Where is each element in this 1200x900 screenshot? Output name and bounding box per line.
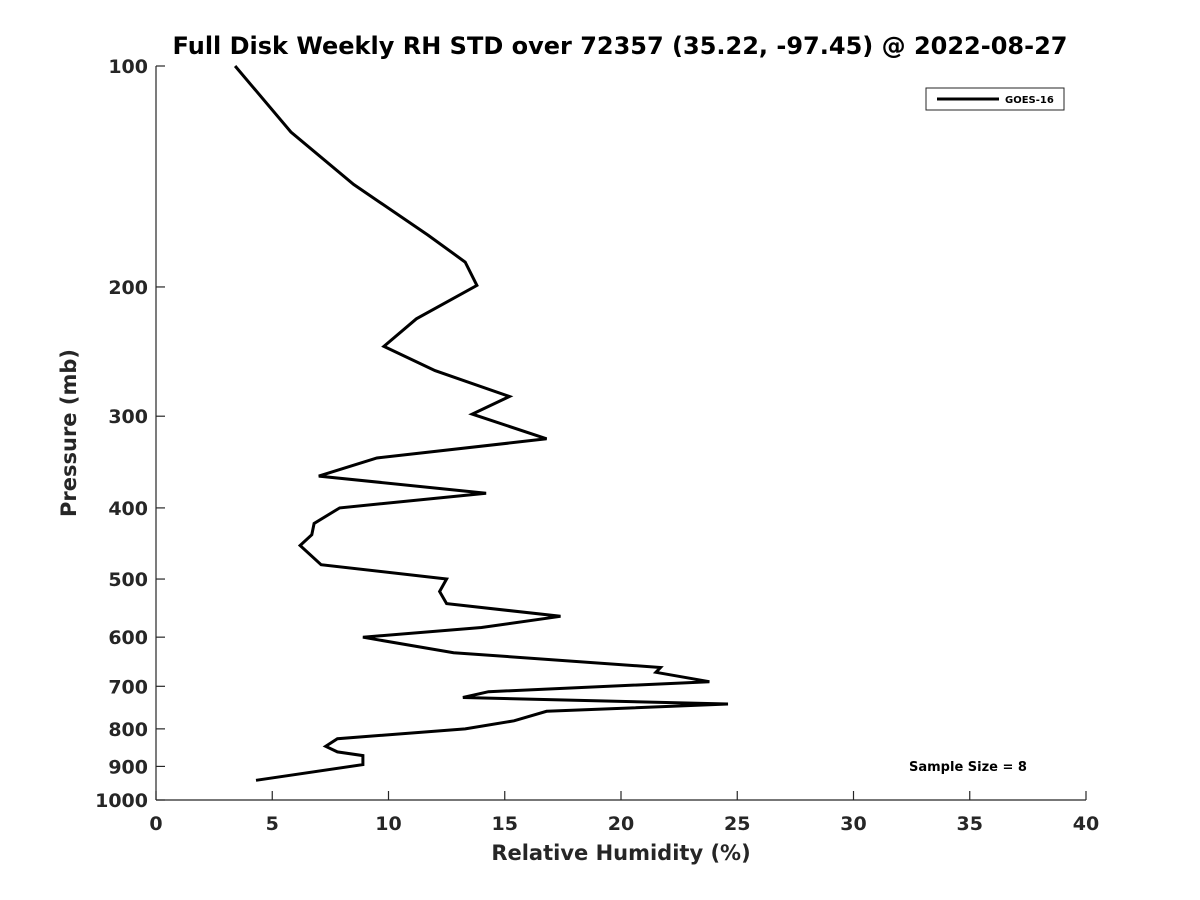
y-tick-label: 400 (108, 498, 148, 520)
y-ticks: 100 200 300 400 500 600 700 800 900 1000 (95, 56, 165, 812)
x-tick-label: 10 (375, 813, 401, 835)
x-tick-label: 30 (840, 813, 866, 835)
x-tick-label: 20 (608, 813, 634, 835)
y-tick-label: 500 (108, 569, 148, 591)
y-tick-label: 800 (108, 719, 148, 741)
y-axis-label: Pressure (mb) (57, 349, 81, 517)
x-ticks: 0 5 10 15 20 25 30 35 40 (149, 791, 1099, 835)
x-tick-label: 15 (492, 813, 518, 835)
y-tick-label: 900 (108, 756, 148, 778)
x-tick-label: 25 (724, 813, 750, 835)
series-line-goes-16 (233, 65, 729, 782)
x-tick-label: 35 (957, 813, 983, 835)
x-tick-label: 5 (266, 813, 279, 835)
y-tick-label: 200 (108, 277, 148, 299)
y-tick-label: 1000 (95, 790, 148, 812)
sample-size-annotation: Sample Size = 8 (909, 760, 1027, 775)
x-tick-label: 40 (1073, 813, 1099, 835)
chart-title: Full Disk Weekly RH STD over 72357 (35.2… (173, 32, 1068, 60)
x-tick-label: 0 (149, 813, 162, 835)
legend-label-goes-16: GOES-16 (1005, 95, 1054, 106)
series-layer (233, 65, 729, 782)
y-tick-label: 700 (108, 676, 148, 698)
y-tick-label: 600 (108, 627, 148, 649)
y-tick-label: 300 (108, 406, 148, 428)
legend: GOES-16 (925, 87, 1065, 111)
x-axis-label: Relative Humidity (%) (491, 841, 750, 865)
y-tick-label: 100 (108, 56, 148, 78)
